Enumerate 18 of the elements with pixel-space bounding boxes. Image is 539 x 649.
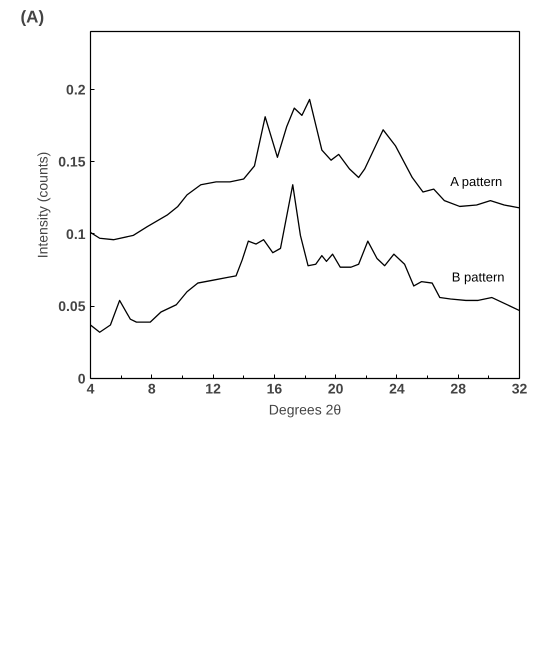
x-tick-label: 16	[266, 380, 282, 396]
x-axis-title: Degrees 2θ	[268, 402, 342, 418]
series-label: A pattern	[450, 174, 502, 189]
y-tick-label: 0.05	[58, 298, 86, 314]
y-tick-label: 0.1	[66, 226, 86, 242]
x-tick-label: 32	[512, 380, 528, 396]
chart-title: (A)	[20, 8, 44, 26]
x-tick-label: 4	[86, 380, 95, 396]
x-tick-label: 12	[205, 380, 222, 396]
y-tick-label: 0	[78, 370, 86, 386]
x-tick-label: 28	[450, 380, 466, 396]
y-tick-label: 0.2	[66, 81, 86, 98]
x-tick-label: 24	[389, 380, 405, 396]
series-label: B pattern	[452, 269, 505, 284]
x-tick-label: 20	[328, 380, 344, 396]
y-axis-title: Intensity (counts)	[34, 152, 50, 258]
y-tick-label: 0.15	[58, 154, 86, 170]
x-tick-label: 8	[148, 380, 156, 396]
